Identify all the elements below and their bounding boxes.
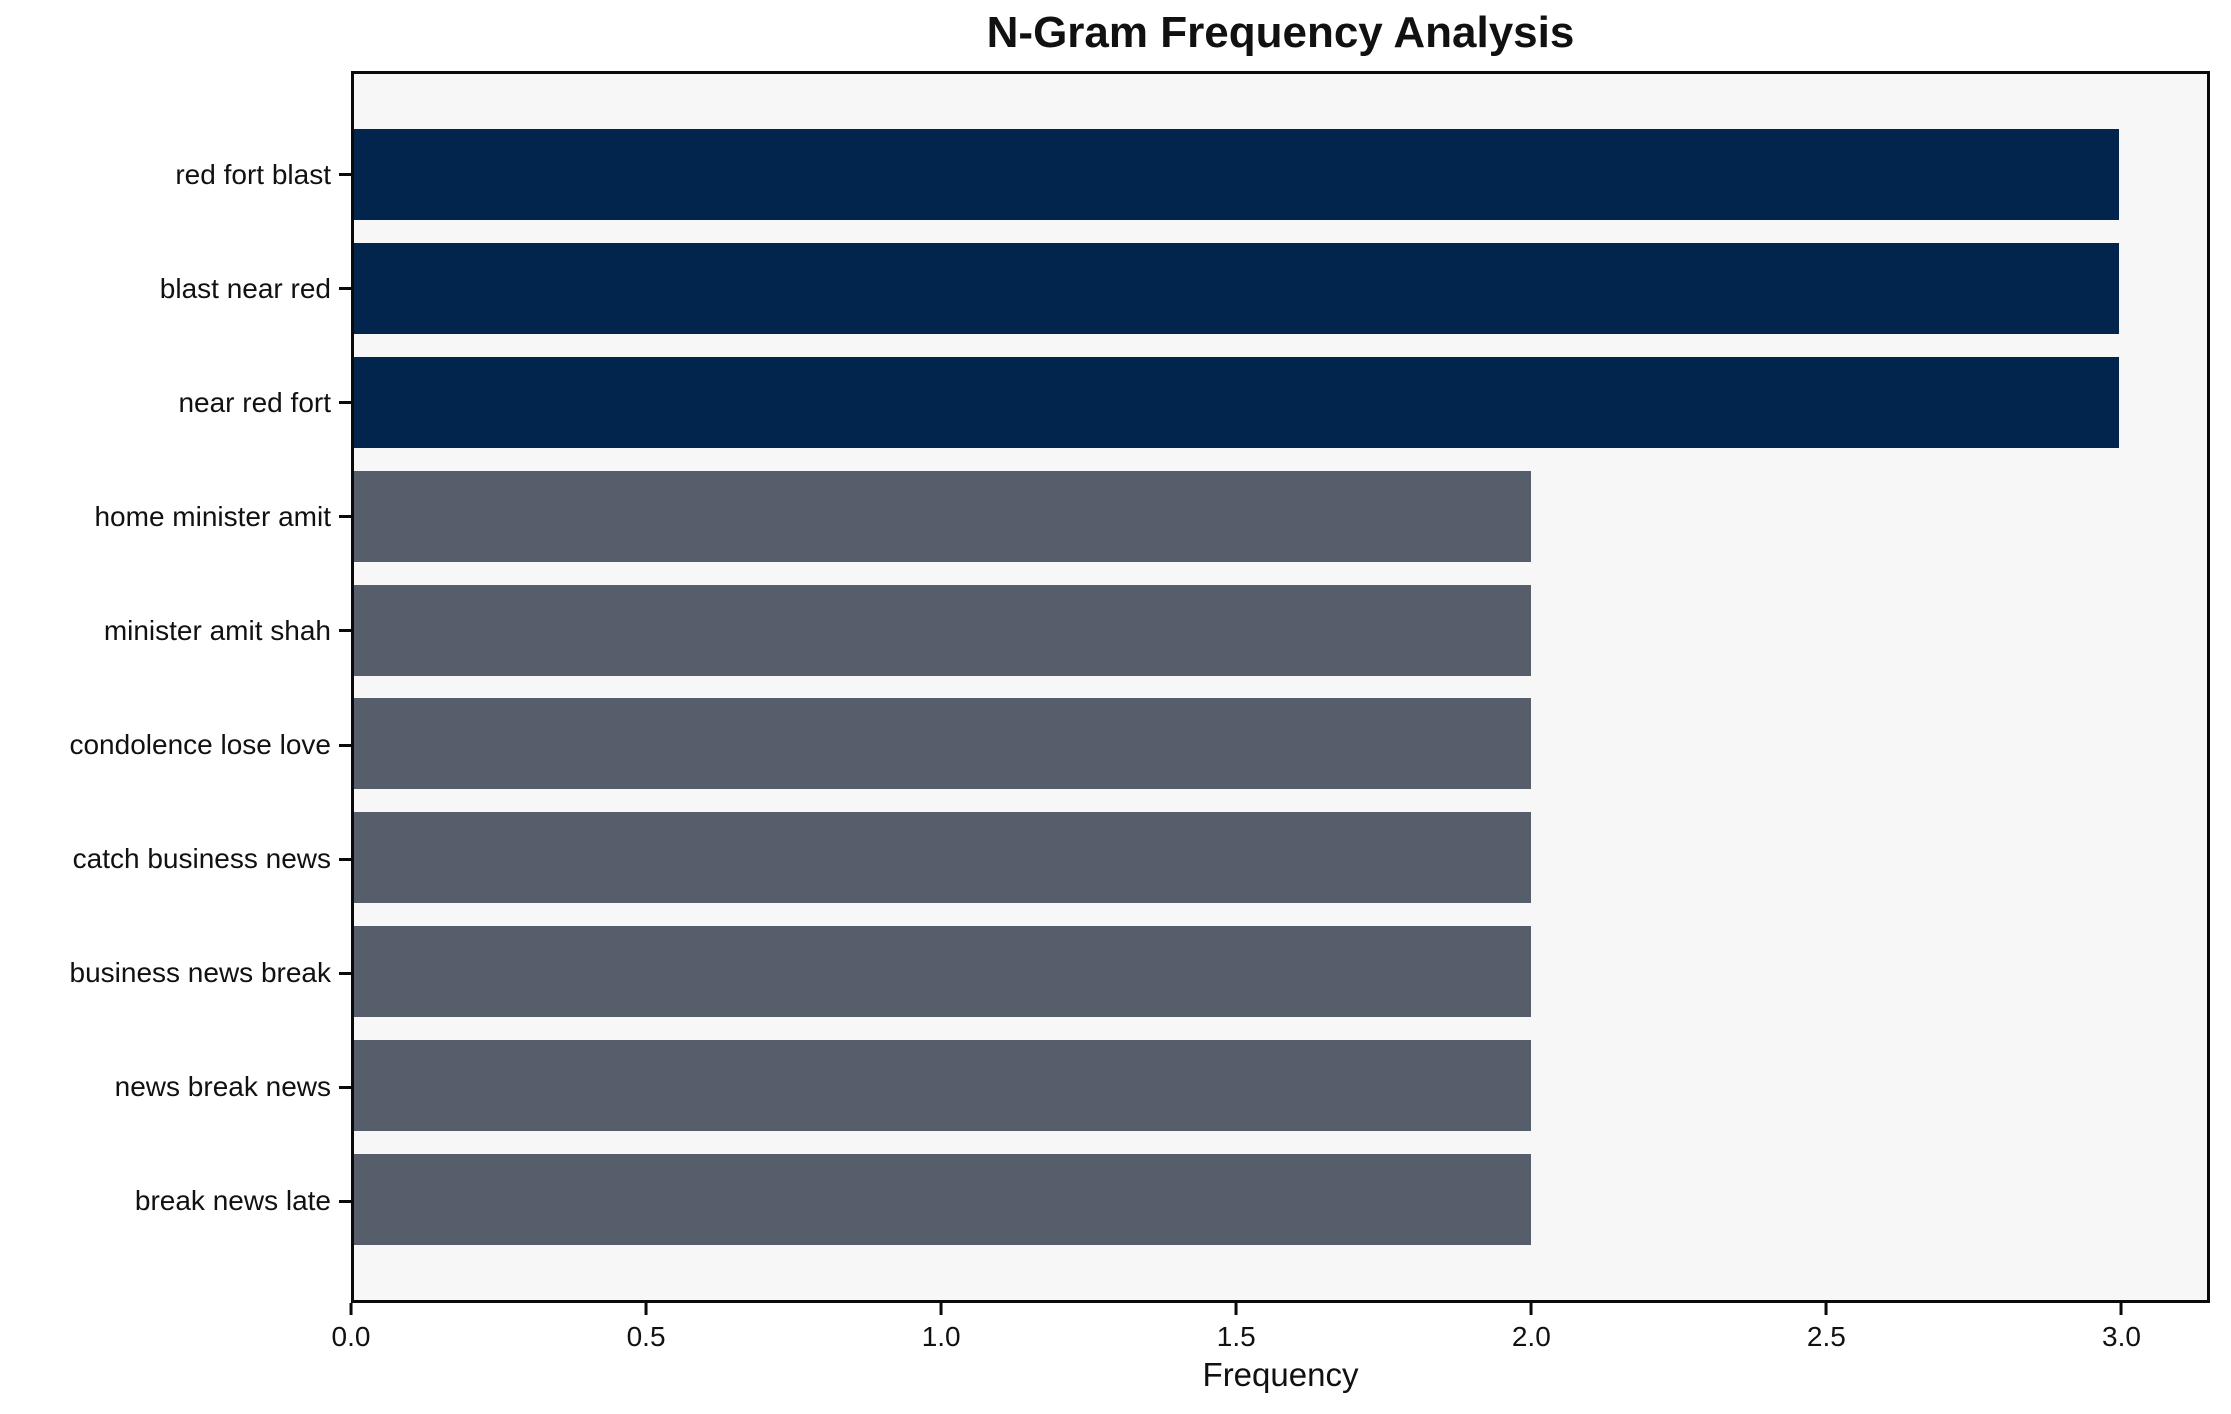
x-tick-mark <box>349 1303 353 1315</box>
x-tick: 2.0 <box>1512 1303 1551 1353</box>
y-tick-row: near red fort <box>0 357 351 448</box>
bar-red-fort-blast <box>354 129 2119 220</box>
x-tick-mark <box>1529 1303 1533 1315</box>
bar-row <box>354 1040 2207 1131</box>
y-tick-mark <box>339 287 351 291</box>
y-tick-label: minister amit shah <box>103 614 331 646</box>
y-tick-mark <box>339 515 351 519</box>
y-tick-label: business news break <box>69 957 331 989</box>
y-tick-mark <box>339 401 351 405</box>
x-tick-label: 2.0 <box>1511 1321 1551 1352</box>
y-tick-row: catch business news <box>0 814 351 905</box>
x-tick-mark <box>1824 1303 1828 1315</box>
x-tick: 0.5 <box>627 1303 666 1353</box>
y-tick-row: break news late <box>0 1156 351 1247</box>
x-tick-mark <box>1234 1303 1238 1315</box>
y-tick-label: catch business news <box>72 843 331 875</box>
bar-row <box>354 470 2207 562</box>
bars-layer <box>354 129 2207 1245</box>
y-tick-label: blast near red <box>159 272 331 304</box>
x-tick: 3.0 <box>2102 1303 2141 1353</box>
x-tick-label: 2.5 <box>1806 1321 1846 1352</box>
y-tick-mark <box>339 629 351 633</box>
x-tick: 1.0 <box>922 1303 961 1353</box>
bar-business-news-break <box>354 926 1531 1018</box>
y-tick-mark <box>339 173 351 176</box>
y-axis-labels: red fort blast blast near red near red for… <box>0 74 351 1300</box>
x-tick-label: 1.0 <box>921 1321 961 1352</box>
y-tick-label: home minister amit <box>94 500 331 532</box>
bar-row <box>354 1153 2207 1245</box>
y-tick-row: condolence lose love <box>0 700 351 791</box>
y-tick-label: condolence lose love <box>69 729 331 761</box>
bar-blast-near-red <box>354 242 2119 334</box>
x-tick-mark <box>644 1303 648 1315</box>
x-tick-label: 1.5 <box>1216 1321 1256 1352</box>
y-tick-row: business news break <box>0 928 351 1019</box>
x-tick-label: 0.0 <box>331 1321 371 1352</box>
y-tick-label: red fort blast <box>175 158 331 190</box>
plot-area <box>351 71 2210 1303</box>
x-axis-title: Frequency <box>1202 1356 1359 1393</box>
x-tick-mark <box>939 1303 943 1315</box>
y-tick-mark <box>339 743 351 747</box>
bar-row <box>354 926 2207 1018</box>
bar-row <box>354 129 2207 220</box>
bar-break-news-late <box>354 1153 1531 1245</box>
bar-catch-business-news <box>354 812 1531 904</box>
bar-news-break-news <box>354 1040 1531 1131</box>
y-tick-label: break news late <box>134 1185 331 1217</box>
x-tick-label: 0.5 <box>626 1321 666 1352</box>
x-tick: 0.0 <box>331 1303 371 1353</box>
bar-row <box>354 698 2207 790</box>
bar-row <box>354 812 2207 904</box>
y-tick-label: near red fort <box>178 386 331 418</box>
y-tick-mark <box>339 1199 351 1203</box>
bar-minister-amit-shah <box>354 584 1531 676</box>
y-tick-row: red fort blast <box>0 129 351 220</box>
y-tick-row: blast near red <box>0 243 351 334</box>
bar-near-red-fort <box>354 356 2119 448</box>
y-tick-mark <box>339 857 351 861</box>
y-tick-mark <box>339 1085 351 1089</box>
bar-row <box>354 584 2207 676</box>
x-tick-label: 3.0 <box>2102 1321 2141 1352</box>
y-tick-row: home minister amit <box>0 471 351 562</box>
x-axis-ticks: 0.0 0.5 1.0 1.5 2.0 2.5 3.0 <box>332 1303 2210 1363</box>
y-tick-label: news break news <box>114 1071 331 1103</box>
bar-row <box>354 356 2207 448</box>
x-tick-mark <box>2119 1303 2123 1315</box>
bar-home-minister-amit <box>354 470 1531 562</box>
x-tick: 2.5 <box>1807 1303 1846 1353</box>
y-tick-row: news break news <box>0 1042 351 1133</box>
bar-condolence-lose-love <box>354 698 1531 790</box>
chart-title: N-Gram Frequency Analysis <box>986 8 1575 57</box>
bar-row <box>354 242 2207 334</box>
y-tick-mark <box>339 971 351 975</box>
x-tick: 1.5 <box>1217 1303 1256 1353</box>
y-tick-row: minister amit shah <box>0 585 351 676</box>
